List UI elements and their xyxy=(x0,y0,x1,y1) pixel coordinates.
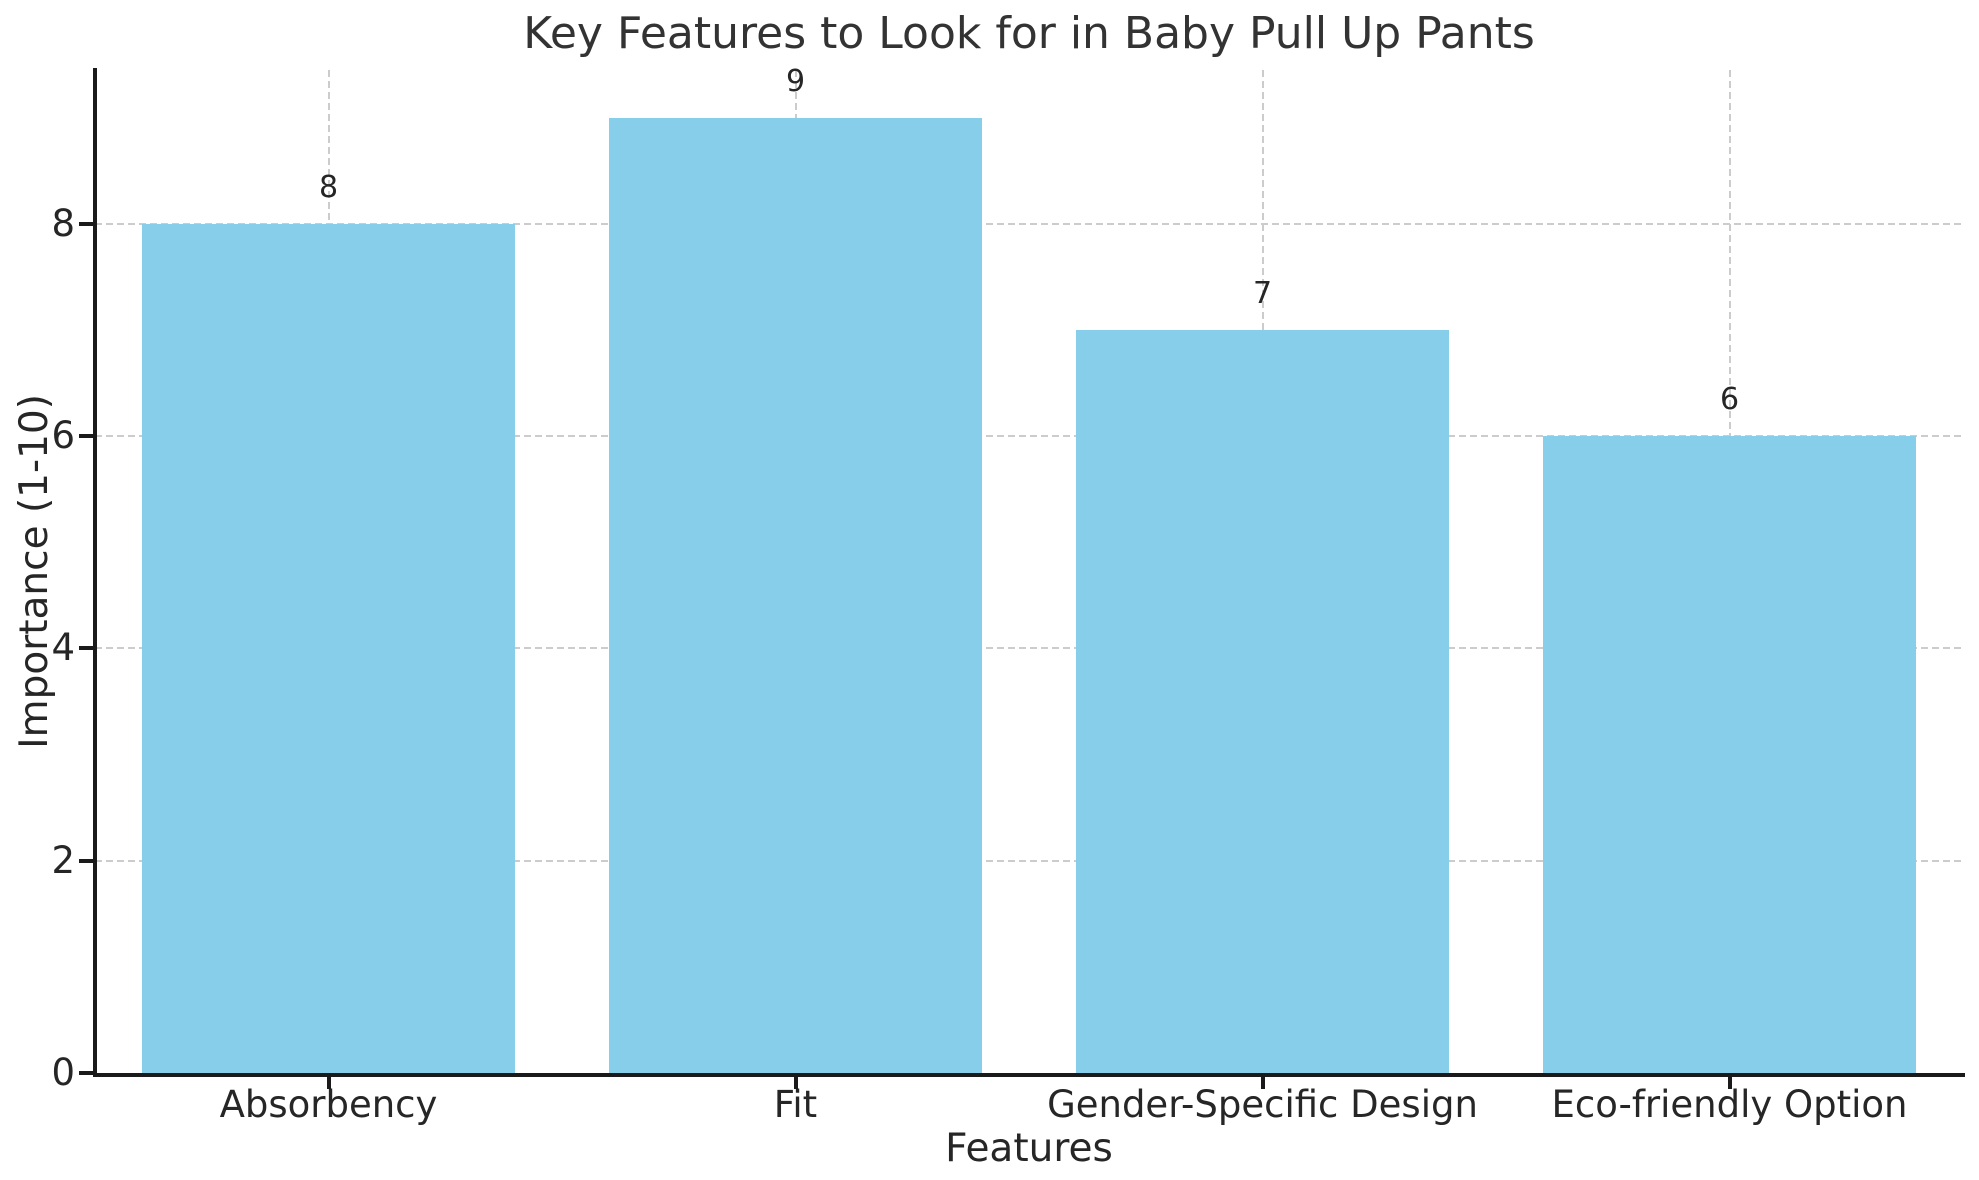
x-tick-label-1: Absorbency xyxy=(219,1083,438,1126)
bar-1 xyxy=(141,223,516,1073)
x-tick-mark-2 xyxy=(793,1073,798,1089)
y-tick-mark-0 xyxy=(79,1071,93,1075)
x-axis-label: Features xyxy=(945,1126,1113,1171)
y-tick-mark-8 xyxy=(79,221,93,226)
y-axis-spine xyxy=(93,68,97,1077)
h-gridline-8 xyxy=(95,222,1963,225)
h-gridline-2 xyxy=(95,859,1963,862)
x-tick-label-2: Fit xyxy=(773,1083,818,1126)
chart-title: Key Features to Look for in Baby Pull Up… xyxy=(523,8,1535,59)
y-tick-label-4: 4 xyxy=(51,626,75,670)
plot-area: 8 9 7 6 xyxy=(95,64,1963,1073)
x-tick-label-4: Eco-friendly Option xyxy=(1551,1083,1908,1126)
bar-2 xyxy=(608,117,983,1073)
bar-value-label-1: 8 xyxy=(318,169,339,205)
bar-value-label-4: 6 xyxy=(1719,382,1740,418)
bar-3 xyxy=(1075,330,1450,1073)
y-tick-label-8: 8 xyxy=(51,201,75,245)
y-tick-label-6: 6 xyxy=(51,414,75,458)
x-axis-spine xyxy=(93,1073,1965,1077)
x-tick-mark-4 xyxy=(1727,1073,1732,1089)
bar-4 xyxy=(1542,436,1917,1073)
h-gridline-4 xyxy=(95,647,1963,650)
y-tick-mark-4 xyxy=(79,646,93,651)
bar-value-label-3: 7 xyxy=(1252,276,1273,312)
y-tick-mark-6 xyxy=(79,434,93,439)
y-tick-label-0: 0 xyxy=(51,1051,75,1094)
y-tick-mark-2 xyxy=(79,858,93,863)
h-gridline-6 xyxy=(95,435,1963,438)
x-tick-label-3: Gender-Specific Design xyxy=(1047,1083,1478,1126)
x-tick-mark-1 xyxy=(326,1073,331,1089)
x-tick-mark-3 xyxy=(1260,1073,1265,1089)
y-tick-label-2: 2 xyxy=(51,838,75,882)
bar-value-label-2: 9 xyxy=(785,63,806,99)
